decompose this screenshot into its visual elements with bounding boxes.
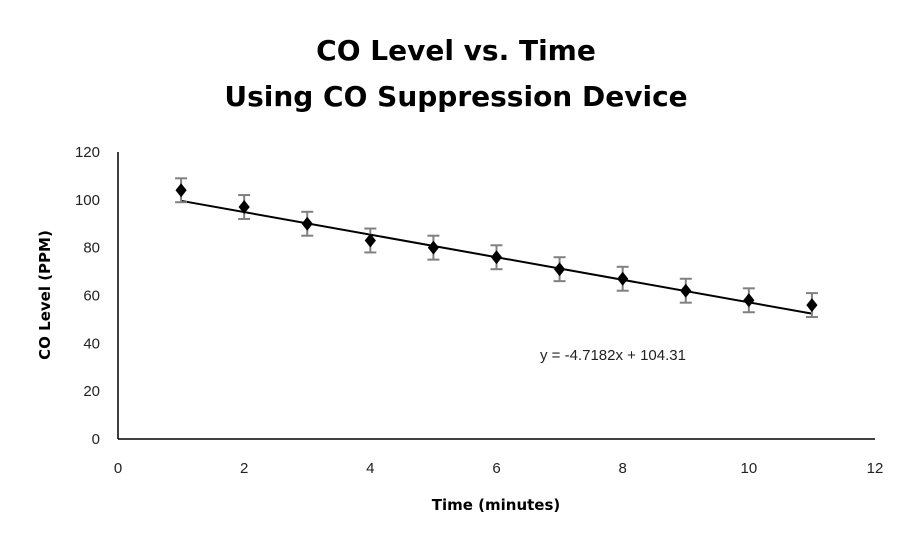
data-point [743, 293, 755, 308]
x-tick-label: 12 [867, 460, 884, 477]
data-point [301, 216, 313, 231]
chart-title-line-2: Using CO Suppression Device [224, 80, 687, 113]
y-tick-label: 80 [83, 240, 100, 257]
data-point [238, 200, 250, 215]
trendline-equation: y = -4.7182x + 104.31 [540, 347, 686, 364]
y-tick-label: 120 [75, 144, 100, 161]
x-tick-label: 2 [240, 460, 248, 477]
x-tick-label: 10 [740, 460, 757, 477]
y-axis-label: CO Level (PPM) [36, 230, 54, 360]
data-points [175, 183, 818, 313]
x-tick-label: 6 [492, 460, 500, 477]
y-tick-label: 60 [83, 288, 100, 305]
data-point [806, 298, 818, 313]
data-point [490, 250, 503, 265]
x-tick-label: 4 [366, 460, 374, 477]
axes [117, 152, 875, 440]
x-axis-ticks: 0 2 4 6 8 10 12 [114, 460, 884, 477]
chart-title-line-1: CO Level vs. Time [316, 34, 596, 67]
x-tick-label: 8 [618, 460, 626, 477]
data-point [364, 233, 376, 248]
data-point [680, 283, 692, 298]
data-point [175, 183, 187, 198]
y-tick-label: 40 [83, 335, 100, 352]
error-bars [175, 177, 818, 319]
data-point [427, 240, 440, 255]
y-tick-label: 100 [75, 192, 100, 209]
x-axis-label: Time (minutes) [432, 496, 561, 514]
data-point [553, 262, 566, 277]
y-tick-label: 20 [83, 383, 100, 400]
data-point [617, 271, 629, 286]
y-tick-label: 0 [92, 431, 100, 448]
y-axis-ticks: 0 20 40 60 80 100 120 [75, 144, 100, 448]
x-tick-label: 0 [114, 460, 122, 477]
